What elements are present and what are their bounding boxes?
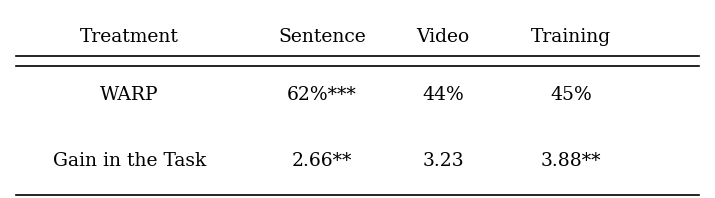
Text: Video: Video (416, 28, 470, 46)
Text: 2.66**: 2.66** (292, 152, 352, 170)
Text: 3.23: 3.23 (422, 152, 464, 170)
Text: 45%: 45% (551, 86, 592, 104)
Text: WARP: WARP (100, 86, 159, 104)
Text: Gain in the Task: Gain in the Task (53, 152, 206, 170)
Text: 62%***: 62%*** (287, 86, 357, 104)
Text: Sentence: Sentence (278, 28, 366, 46)
Text: Training: Training (531, 28, 611, 46)
Text: 44%: 44% (422, 86, 464, 104)
Text: 3.88**: 3.88** (541, 152, 601, 170)
Text: Treatment: Treatment (80, 28, 179, 46)
